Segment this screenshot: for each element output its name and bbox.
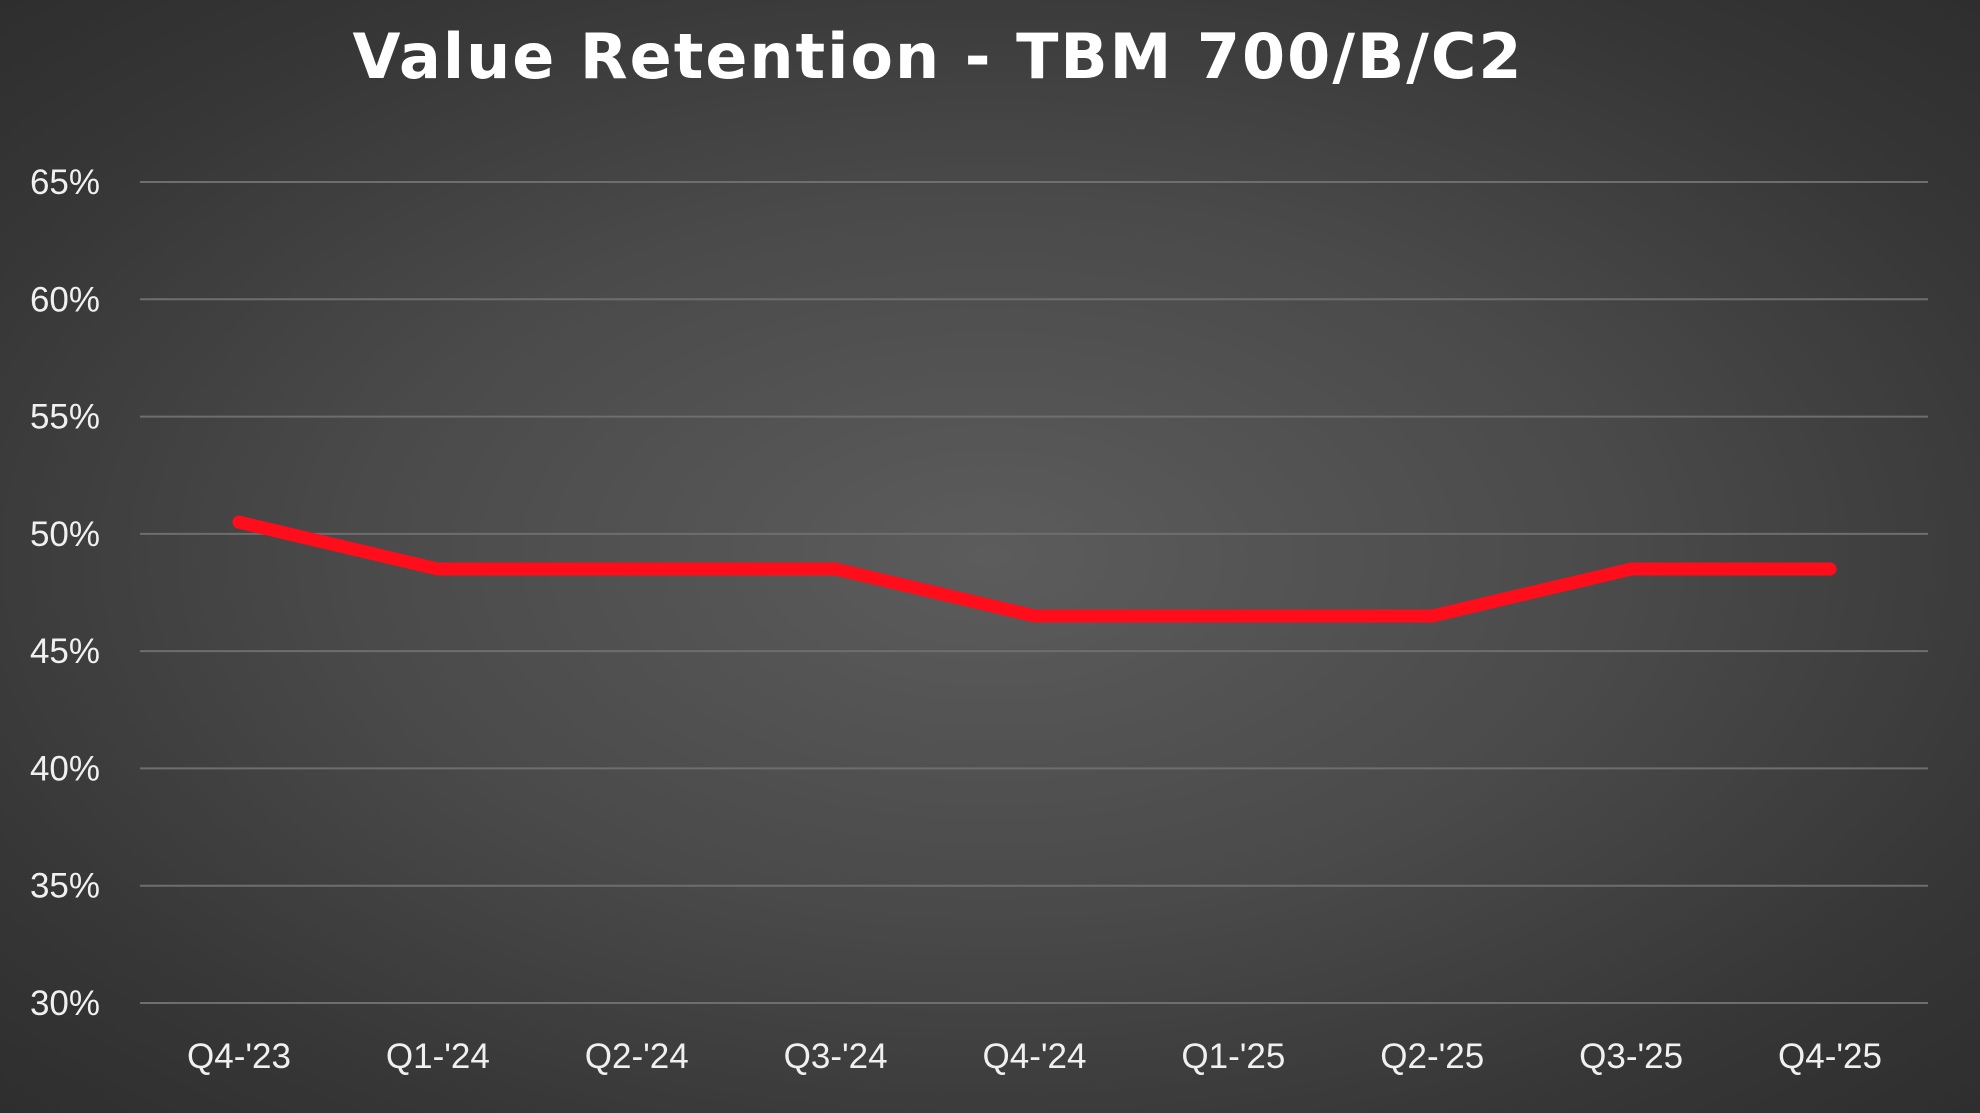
series-line-0 — [232, 515, 1837, 623]
x-tick-label: Q3-'24 — [784, 1037, 888, 1076]
x-tick-label: Q2-'24 — [585, 1037, 689, 1076]
y-tick-label: 45% — [30, 632, 100, 671]
y-tick-label: 60% — [30, 280, 100, 319]
y-tick-label: 55% — [30, 398, 100, 437]
y-tick-label: 65% — [30, 163, 100, 202]
x-tick-label: Q4-'25 — [1778, 1037, 1882, 1076]
x-tick-label: Q4-'23 — [187, 1037, 291, 1076]
grid-lines — [140, 181, 1928, 1004]
x-tick-label: Q1-'24 — [386, 1037, 490, 1076]
x-tick-label: Q1-'25 — [1181, 1037, 1285, 1076]
y-axis-tick-labels: 30% 35% 40% 45% 50% 55% 60% 65% — [30, 163, 100, 1023]
data-point — [1624, 562, 1638, 576]
x-axis-tick-labels: Q4-'23 Q1-'24 Q2-'24 Q3-'24 Q4-'24 Q1-'25 Q2-'… — [187, 1037, 1882, 1076]
y-tick-label: 50% — [30, 515, 100, 554]
y-tick-label: 30% — [30, 984, 100, 1023]
data-point — [1028, 609, 1041, 623]
data-point — [630, 562, 644, 576]
x-tick-label: Q2-'25 — [1380, 1037, 1484, 1076]
data-point — [1425, 609, 1439, 623]
chart-title: Value Retention - TBM 700/B/C2 — [352, 20, 1523, 93]
x-tick-label: Q4-'24 — [983, 1037, 1087, 1076]
data-point — [431, 562, 445, 576]
y-tick-label: 40% — [30, 749, 100, 788]
data-point — [1823, 562, 1837, 576]
data-point — [829, 562, 843, 576]
data-point — [232, 515, 246, 529]
series-lines — [232, 515, 1837, 623]
data-point — [1226, 609, 1240, 623]
y-tick-label: 35% — [30, 867, 100, 906]
x-tick-label: Q3-'25 — [1579, 1037, 1683, 1076]
